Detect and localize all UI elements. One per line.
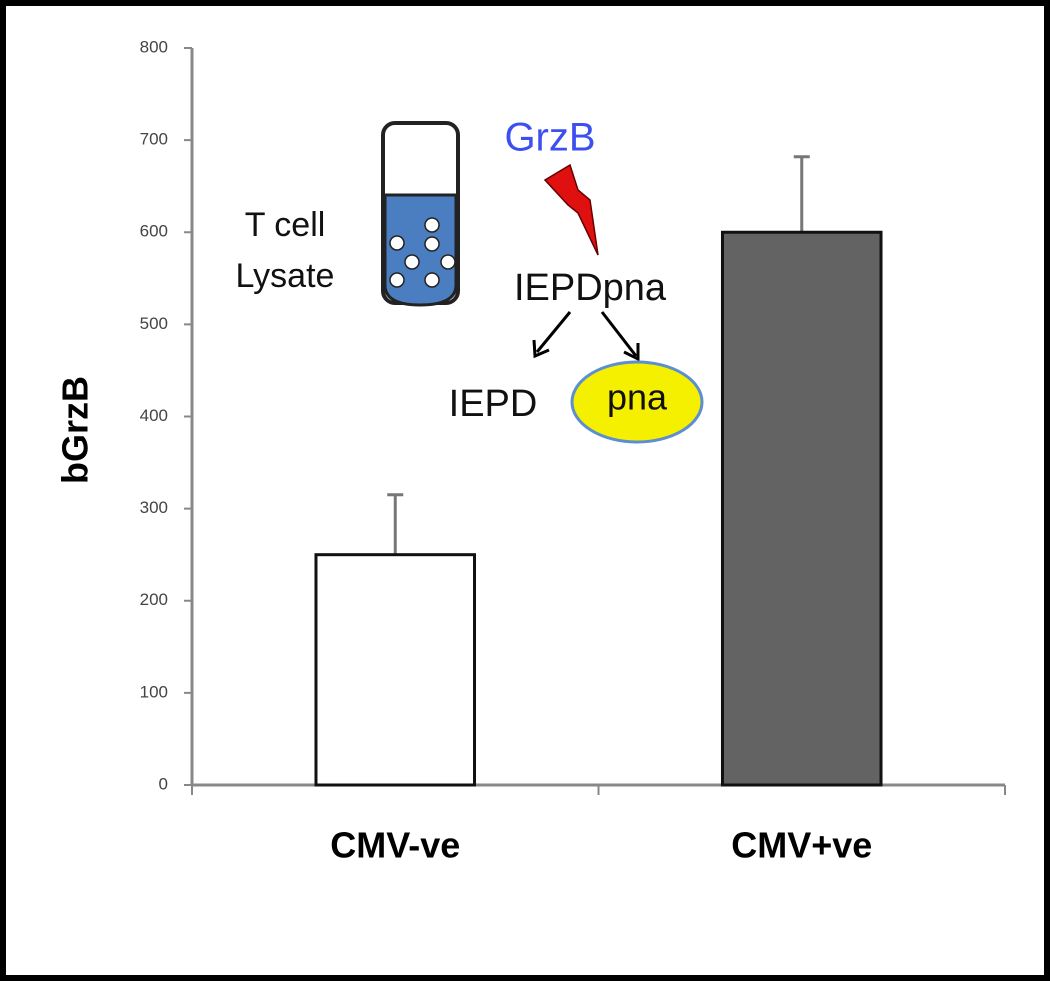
lightning [543,163,599,256]
annotation: pna [607,377,668,418]
annotation: Lysate [236,257,335,295]
arrows [532,311,640,362]
annotation: GrzB [504,116,595,160]
x-tick-label: CMV+ve [731,825,872,866]
y-tick-label: 400 [140,406,168,425]
annotation: IEPD [449,383,538,425]
cells [389,217,456,288]
y-tick-label: 600 [140,222,168,241]
y-tick-label: 300 [140,498,168,517]
annotation: T cell [245,206,326,244]
x-tick-label: CMV-ve [330,825,460,866]
annotation: IEPDpna [514,267,667,309]
bar [314,553,477,787]
y-tick-label: 800 [140,37,168,56]
pna-ellipse [570,360,704,444]
y-axis-label: bGrzB [55,376,96,484]
bar [720,230,883,787]
y-tick-label: 700 [140,130,168,149]
inset-diagram: T cell Lysate GrzB IEPDpna IEPD pna [236,116,704,444]
y-tick-label: 0 [159,774,168,793]
y-tick-label: 200 [140,590,168,609]
y-tick-label: 100 [140,682,168,701]
y-tick-label: 500 [140,314,168,333]
